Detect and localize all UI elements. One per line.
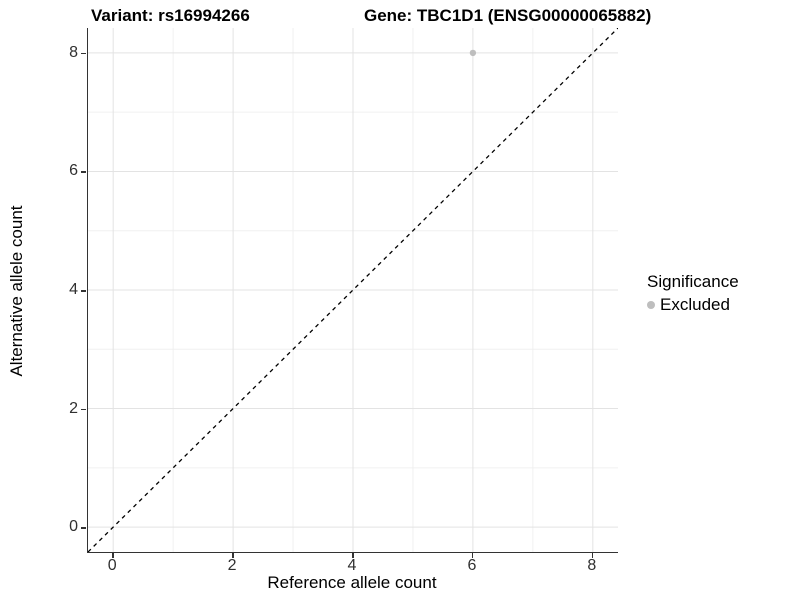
chart-canvas bbox=[88, 28, 618, 552]
y-tick-label: 4 bbox=[69, 281, 78, 298]
x-tick-mark bbox=[591, 553, 594, 558]
y-tick-mark bbox=[81, 527, 86, 529]
legend-title: Significance bbox=[647, 272, 739, 291]
y-tick-label: 6 bbox=[69, 162, 78, 180]
x-tick-label: 6 bbox=[467, 557, 477, 574]
y-tick-label: 8 bbox=[69, 43, 78, 61]
y-axis-title: Alternative allele count bbox=[7, 205, 26, 377]
x-tick-label: 2 bbox=[227, 557, 237, 574]
plot-panel bbox=[87, 28, 618, 553]
x-tick-label: 4 bbox=[347, 557, 357, 574]
x-tick-mark bbox=[471, 553, 474, 558]
y-tick-mark bbox=[81, 408, 86, 411]
y-tick-label: 2 bbox=[69, 399, 78, 417]
x-tick-label: 0 bbox=[107, 557, 117, 574]
legend: Significance Excluded bbox=[647, 272, 739, 315]
data-point bbox=[469, 49, 477, 57]
x-axis-title: Reference allele count bbox=[267, 573, 437, 592]
x-tick-mark bbox=[352, 553, 354, 558]
y-tick-mark bbox=[81, 52, 86, 55]
plot-title-variant: Variant: rs16994266 bbox=[91, 6, 250, 25]
x-tick-mark bbox=[112, 553, 114, 558]
legend-item-excluded: Excluded bbox=[647, 295, 739, 315]
x-tick-label: 8 bbox=[587, 557, 597, 574]
x-tick-mark bbox=[232, 553, 234, 558]
y-tick-label: 0 bbox=[69, 518, 78, 536]
y-tick-mark bbox=[81, 290, 86, 292]
y-tick-mark bbox=[81, 171, 86, 173]
plot-title-gene: Gene: TBC1D1 (ENSG00000065882) bbox=[364, 6, 652, 25]
legend-item-label: Excluded bbox=[660, 295, 730, 314]
legend-point-icon bbox=[647, 301, 655, 309]
